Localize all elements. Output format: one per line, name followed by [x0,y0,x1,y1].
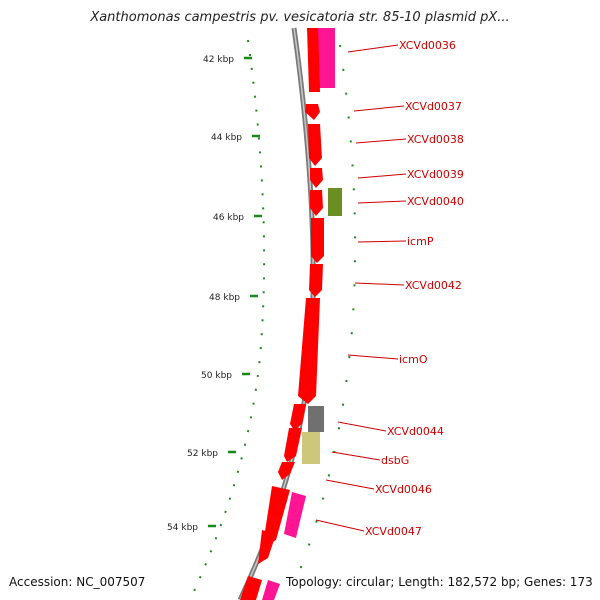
gene-leader-line [353,105,405,112]
gene-block-xcvd0037[interactable] [305,104,320,120]
gene-label[interactable]: XCVd0039 [407,168,464,181]
gene-label[interactable]: icmO [399,353,428,366]
gene-block-xcvd0040-red[interactable] [310,190,323,216]
tick-arc-outer [189,39,266,600]
gene-block-upper-red[interactable] [307,28,320,92]
gene-leader-line [357,240,407,243]
gene-leader-line [347,354,399,360]
gene-label[interactable]: XCVd0040 [407,195,464,208]
gene-block-icmp[interactable] [311,218,324,263]
gene-block-dsbg[interactable] [302,432,320,464]
gene-label[interactable]: XCVd0037 [405,100,462,113]
gene-block-xcvd0039[interactable] [310,168,323,188]
gene-label[interactable]: XCVd0044 [387,425,444,438]
gene-label[interactable]: XCVd0036 [399,39,456,52]
tick-label: 52 kbp [187,449,218,459]
gene-leader-line [315,519,365,532]
gene-leader-line [347,44,399,53]
tick-label: 48 kbp [209,293,240,303]
gene-block-xcvd0042[interactable] [309,264,323,297]
gene-block-lower-pink[interactable] [262,580,280,600]
gene-leader-line [354,282,405,286]
tick-label: 44 kbp [211,133,242,143]
gene-block-xcvd0038[interactable] [308,124,322,166]
topology-text: Topology: circular; Length: 182,572 bp; … [286,575,593,589]
gene-block-dsbg-red[interactable] [284,428,302,462]
gene-leader-line [357,200,407,204]
gene-block-xcvd0040[interactable] [328,188,342,216]
tick-label: 50 kbp [201,371,232,381]
tick-label: 54 kbp [167,523,198,533]
gene-label[interactable]: XCVd0038 [407,133,464,146]
gene-label[interactable]: XCVd0046 [375,483,432,496]
gene-block-lower-red-1[interactable] [258,530,276,564]
accession-text: Accession: NC_007507 [9,575,146,589]
gene-block-icmo[interactable] [298,298,320,404]
gene-leader-line [355,138,407,144]
gene-block-xcvd0044-red[interactable] [290,404,306,430]
gene-block-xcvd0047-red[interactable] [264,486,290,546]
gene-label[interactable]: XCVd0047 [365,525,422,538]
gene-label[interactable]: dsbG [381,454,409,467]
gene-leader-line [325,479,375,490]
gene-label[interactable]: icmP [407,235,434,248]
gene-block-xcvd0036[interactable] [317,28,335,88]
gene-label[interactable]: XCVd0042 [405,279,462,292]
gene-leader-line [337,421,387,432]
map-title: Xanthomonas campestris pv. vesicatoria s… [90,10,510,25]
gene-block-lower-red-2[interactable] [240,576,262,600]
gene-block-xcvd0047[interactable] [284,492,306,538]
tick-label: 42 kbp [203,55,234,65]
gene-features [240,28,342,600]
gene-block-xcvd0046[interactable] [278,462,295,480]
tick-label: 46 kbp [213,213,244,223]
gene-block-xcvd0044[interactable] [308,406,324,432]
gene-leader-line [331,451,381,461]
gene-leader-line [357,173,407,179]
